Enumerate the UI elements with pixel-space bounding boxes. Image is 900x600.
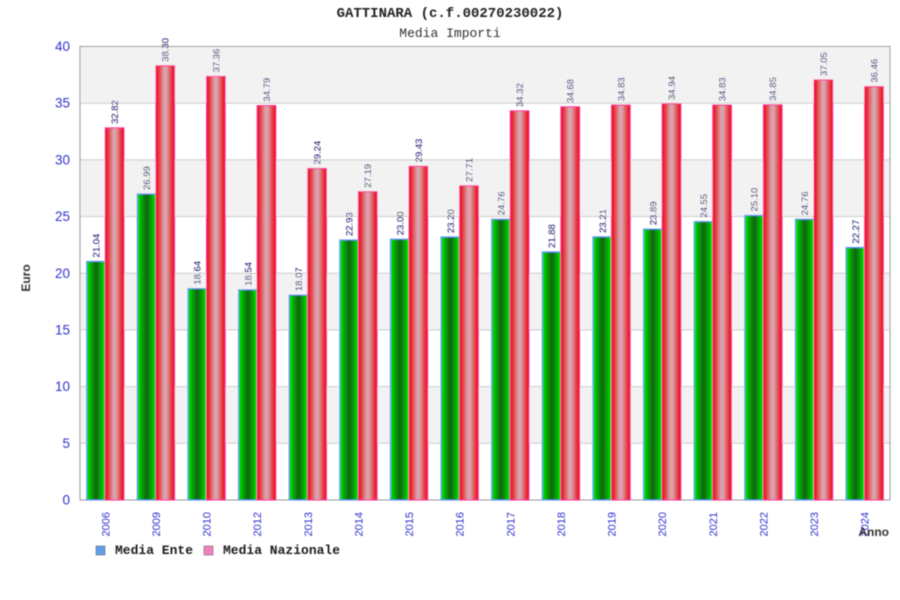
svg-text:24.55: 24.55 [699,194,710,218]
svg-text:18.64: 18.64 [193,261,204,285]
svg-text:34.94: 34.94 [667,76,678,100]
svg-text:2009: 2009 [151,512,163,536]
svg-text:5: 5 [62,436,70,451]
svg-text:27.71: 27.71 [464,158,475,182]
svg-text:34.83: 34.83 [718,77,729,101]
svg-text:2006: 2006 [100,512,112,536]
svg-text:25.10: 25.10 [750,188,761,212]
svg-text:2016: 2016 [455,512,467,536]
svg-text:10: 10 [55,379,70,394]
svg-text:GATTINARA (c.f.00270230022): GATTINARA (c.f.00270230022) [337,6,564,22]
svg-text:2019: 2019 [607,512,619,536]
svg-text:18.54: 18.54 [243,262,254,286]
svg-text:2023: 2023 [809,512,821,536]
svg-text:Media Ente: Media Ente [115,543,193,558]
svg-text:23.20: 23.20 [446,209,457,233]
svg-text:34.68: 34.68 [566,79,577,103]
svg-text:24.76: 24.76 [497,191,508,215]
svg-text:2017: 2017 [505,512,517,536]
svg-text:24.76: 24.76 [800,191,811,215]
svg-text:2013: 2013 [303,512,315,536]
svg-text:Euro: Euro [19,264,33,291]
svg-text:21.88: 21.88 [547,224,558,248]
svg-text:23.00: 23.00 [395,211,406,235]
svg-text:2015: 2015 [404,512,416,536]
svg-text:Anno: Anno [858,525,889,539]
svg-text:2020: 2020 [657,512,669,536]
svg-text:34.32: 34.32 [515,83,526,107]
svg-text:34.85: 34.85 [768,77,779,101]
svg-text:32.82: 32.82 [110,100,121,124]
svg-text:40: 40 [55,39,70,54]
svg-text:21.04: 21.04 [92,234,103,258]
svg-text:38.30: 38.30 [161,38,172,62]
svg-text:2018: 2018 [556,512,568,536]
svg-text:23.89: 23.89 [648,201,659,225]
svg-text:29.43: 29.43 [414,139,425,163]
svg-text:25: 25 [55,209,70,224]
svg-text:37.05: 37.05 [819,52,830,76]
svg-text:20: 20 [55,266,70,281]
svg-text:26.99: 26.99 [142,166,153,190]
svg-text:22.27: 22.27 [851,220,862,244]
svg-text:2010: 2010 [202,512,214,536]
svg-text:15: 15 [55,322,70,337]
svg-text:35: 35 [55,96,70,111]
svg-text:34.83: 34.83 [616,77,627,101]
svg-text:36.46: 36.46 [869,59,880,83]
svg-text:2014: 2014 [353,512,365,536]
svg-text:2012: 2012 [252,512,264,536]
svg-text:23.21: 23.21 [598,209,609,233]
svg-text:29.24: 29.24 [313,141,324,165]
svg-text:22.93: 22.93 [345,212,356,236]
svg-text:2022: 2022 [758,512,770,536]
svg-text:2021: 2021 [708,512,720,536]
svg-text:Media Nazionale: Media Nazionale [223,543,340,558]
svg-text:30: 30 [55,152,70,167]
svg-text:37.36: 37.36 [211,49,222,73]
svg-text:0: 0 [62,493,70,508]
svg-text:Media Importi: Media Importi [399,26,501,41]
svg-text:27.19: 27.19 [363,164,374,188]
svg-text:18.07: 18.07 [294,267,305,291]
svg-text:34.79: 34.79 [262,78,273,102]
